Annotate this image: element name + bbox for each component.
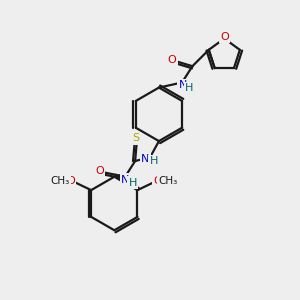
Text: O: O	[95, 166, 104, 176]
Text: S: S	[133, 134, 140, 143]
Text: O: O	[154, 176, 162, 186]
Text: H: H	[185, 83, 194, 93]
Text: N: N	[178, 80, 187, 90]
Text: O: O	[220, 32, 229, 42]
Text: O: O	[168, 55, 177, 65]
Text: O: O	[66, 176, 75, 186]
Text: H: H	[129, 178, 137, 188]
Text: N: N	[141, 154, 150, 164]
Text: CH₃: CH₃	[51, 176, 70, 186]
Text: N: N	[121, 175, 130, 185]
Text: H: H	[149, 156, 158, 166]
Text: CH₃: CH₃	[159, 176, 178, 186]
